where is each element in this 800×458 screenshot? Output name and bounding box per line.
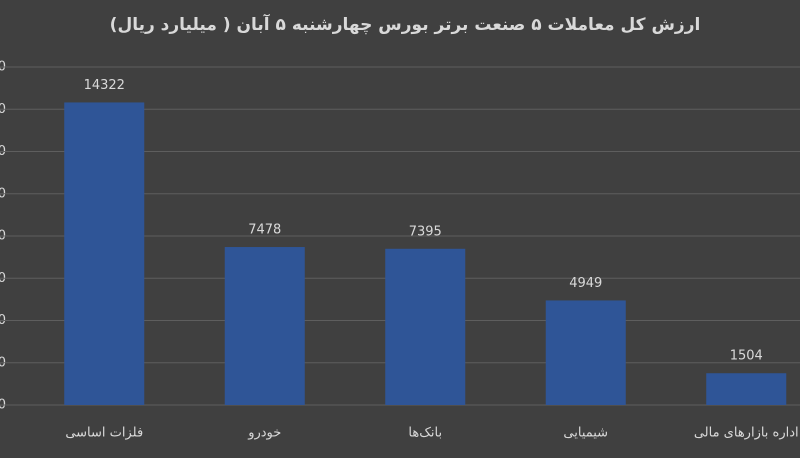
x-tick-label: خودرو xyxy=(247,426,281,441)
x-tick-label: فلزات اساسی xyxy=(65,426,143,441)
value-label: 4949 xyxy=(569,276,602,291)
value-label: 7395 xyxy=(409,224,442,239)
value-label: 1504 xyxy=(730,349,763,364)
bar xyxy=(545,300,626,405)
bar xyxy=(224,247,305,405)
value-label: 7478 xyxy=(248,223,281,238)
x-tick-label: شیمیایی xyxy=(563,426,608,441)
x-tick-label: اداره بازارهای مالی xyxy=(694,426,799,441)
x-tick-label: بانک‌ها xyxy=(408,426,442,441)
bar xyxy=(64,102,145,405)
bar xyxy=(706,373,787,405)
chart-title: ارزش کل معاملات ۵ صنعت برتر بورس چهارشنب… xyxy=(110,13,701,35)
value-label: 14322 xyxy=(84,78,125,93)
bar xyxy=(385,248,466,405)
